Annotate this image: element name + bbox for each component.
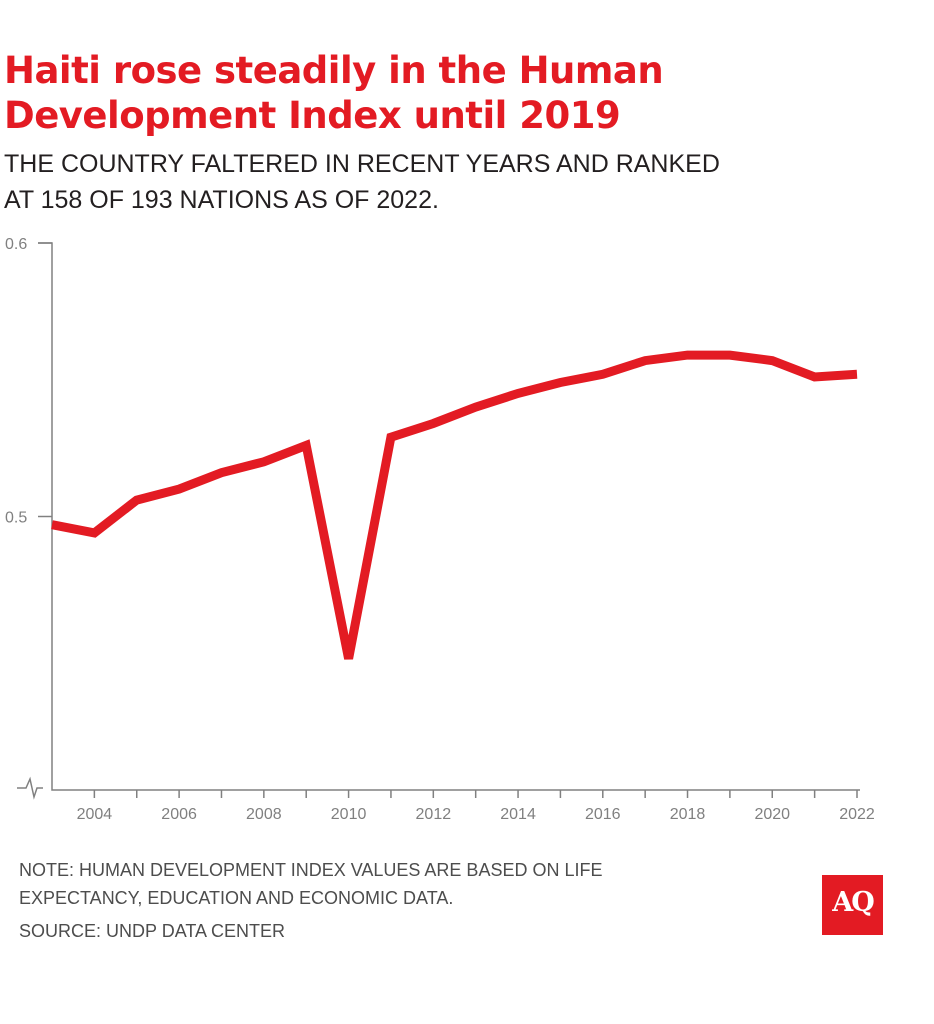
axis-break-icon (17, 776, 43, 800)
chart-source: SOURCE: UNDP DATA CENTER (19, 921, 286, 941)
x-tick-label: 2008 (246, 806, 282, 823)
x-tick-label: 2016 (585, 806, 621, 823)
logo-text: AQ (832, 887, 874, 918)
x-tick-label: 2014 (500, 806, 536, 823)
x-tick-label: 2012 (416, 806, 452, 823)
y-tick-label: 0.5 (5, 510, 27, 527)
x-tick-label: 2018 (670, 806, 706, 823)
chart-subtitle: THE COUNTRY FALTERED IN RECENT YEARS AND… (4, 146, 720, 218)
axes (38, 242, 860, 791)
x-tick-label: 2010 (331, 806, 367, 823)
hdi-series-line (51, 350, 858, 660)
x-tick-label: 2022 (839, 806, 875, 823)
y-tick-label: 0.6 (5, 236, 27, 253)
subtitle-line: THE COUNTRY FALTERED IN RECENT YEARS AND… (4, 150, 720, 178)
x-tick-label: 2020 (754, 806, 790, 823)
aq-logo: AQ (822, 875, 883, 935)
x-tick-label: 2004 (77, 806, 113, 823)
note-line: EXPECTANCY, EDUCATION AND ECONOMIC DATA. (19, 888, 454, 908)
subtitle-line: AT 158 OF 193 NATIONS AS OF 2022. (4, 186, 439, 214)
note-line: NOTE: HUMAN DEVELOPMENT INDEX VALUES ARE… (19, 860, 603, 880)
chart-note: NOTE: HUMAN DEVELOPMENT INDEX VALUES ARE… (19, 856, 602, 912)
x-tick-label: 2006 (161, 806, 197, 823)
chart-title: Haiti rose steadily in the Human Develop… (4, 49, 664, 137)
